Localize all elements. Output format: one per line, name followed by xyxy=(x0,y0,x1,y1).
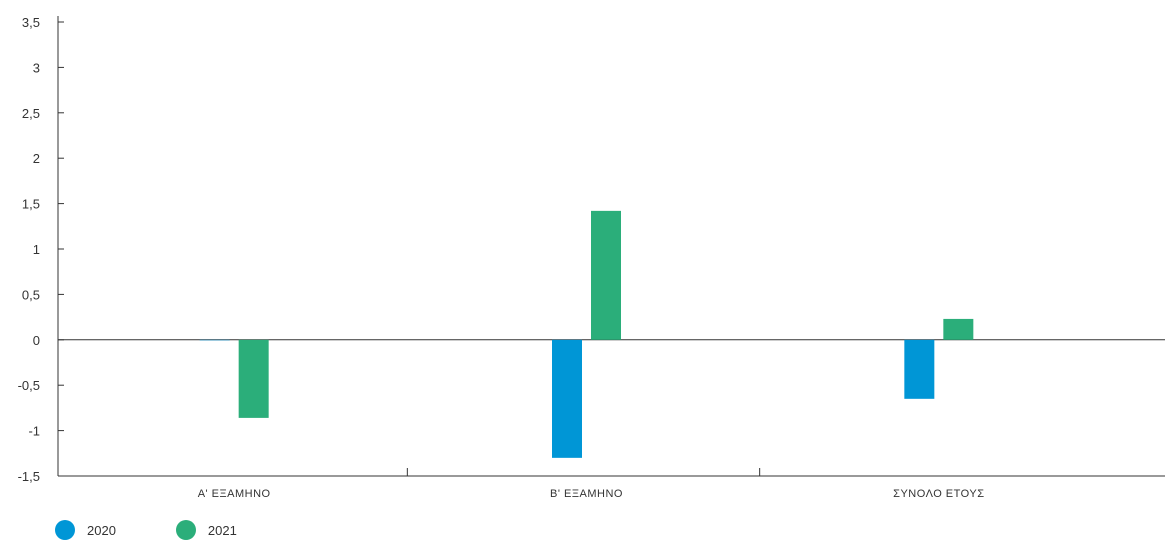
legend-swatch xyxy=(175,520,196,540)
bar-2020-3 xyxy=(904,339,935,399)
legend-label: 2021 xyxy=(207,522,237,538)
x-category-label: ΣΥΝΟΛΟ ΕΤΟΥΣ xyxy=(893,488,984,500)
y-tick-label: 2,5 xyxy=(22,106,40,121)
legend-swatch xyxy=(55,520,75,540)
y-tick-label: -0,5 xyxy=(18,378,40,393)
y-tick-label: 2 xyxy=(33,151,40,166)
category-labels: Α' ΕΞΑΜΗΝΟ Β' ΕΞΑΜΗΝΟ ΣΥΝΟΛΟ ΕΤΟΥΣ xyxy=(198,488,984,500)
y-tick-label: 3,5 xyxy=(22,15,40,30)
y-axis: 3,5 3 2,5 2 1,5 1 0,5 0 -0,5 -1 -1,5 xyxy=(18,15,64,484)
y-tick-label: 0 xyxy=(33,333,40,348)
legend-label: 2020 xyxy=(87,522,116,538)
bar-2021-1 xyxy=(238,339,269,418)
x-category-label: Β' ΕΞΑΜΗΝΟ xyxy=(550,488,623,500)
x-category-label: Α' ΕΞΑΜΗΝΟ xyxy=(198,488,271,500)
bar-2021-2 xyxy=(591,210,621,340)
y-tick-label: -1,5 xyxy=(18,469,40,484)
bar-2020-1 xyxy=(199,339,230,341)
y-tick-label: 3 xyxy=(33,60,40,75)
bar-2021-3 xyxy=(943,318,974,340)
y-tick-label: 1,5 xyxy=(22,197,40,212)
legend: 2020 2021 xyxy=(55,520,297,540)
bars xyxy=(199,210,974,458)
y-tick-label: -1 xyxy=(28,424,40,439)
y-tick-label: 0,5 xyxy=(22,287,40,302)
legend-item-2021: 2021 xyxy=(175,520,237,540)
y-tick-label: 1 xyxy=(33,242,40,257)
bar-2020-2 xyxy=(552,339,582,458)
x-axis xyxy=(58,339,1165,477)
legend-item-2020: 2020 xyxy=(55,520,116,540)
